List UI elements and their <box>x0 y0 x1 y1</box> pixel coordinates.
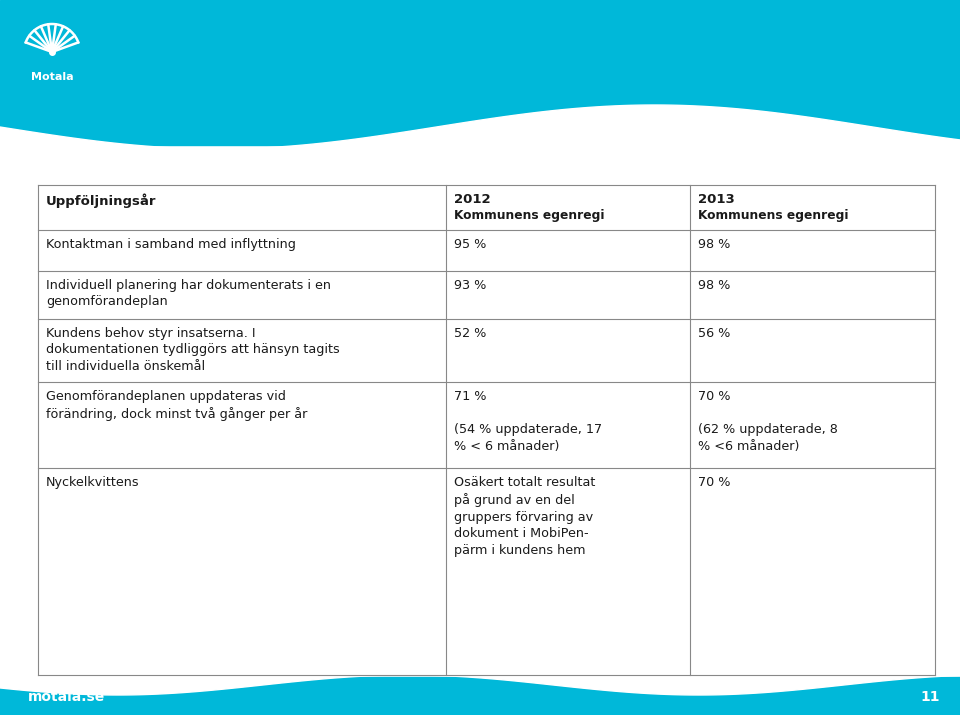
Text: Kommunens egenregi: Kommunens egenregi <box>698 209 849 222</box>
Text: 56 %: 56 % <box>698 327 731 340</box>
Text: Kontaktman i samband med inflyttning: Kontaktman i samband med inflyttning <box>46 238 296 251</box>
Bar <box>0 677 960 715</box>
Text: 98 %: 98 % <box>698 279 731 292</box>
Text: Kundens behov styr insatserna. I
dokumentationen tydliggörs att hänsyn tagits
ti: Kundens behov styr insatserna. I dokumen… <box>46 327 340 373</box>
Text: 2013: 2013 <box>698 193 734 206</box>
Polygon shape <box>0 105 960 165</box>
Text: 93 %: 93 % <box>454 279 487 292</box>
Text: Motala: Motala <box>31 72 73 82</box>
Text: 11: 11 <box>921 690 940 704</box>
Polygon shape <box>0 672 960 695</box>
Text: 71 %

(54 % uppdaterade, 17
% < 6 månader): 71 % (54 % uppdaterade, 17 % < 6 månader… <box>454 390 602 453</box>
Text: 70 %: 70 % <box>698 476 731 489</box>
Text: 52 %: 52 % <box>454 327 487 340</box>
Text: Individuell planering har dokumenterats i en
genomförandeplan: Individuell planering har dokumenterats … <box>46 279 331 308</box>
Text: Kommunens egenregi: Kommunens egenregi <box>454 209 605 222</box>
Text: motala.se: motala.se <box>28 690 106 704</box>
Bar <box>0 0 960 145</box>
Text: 2012: 2012 <box>454 193 491 206</box>
Text: 95 %: 95 % <box>454 238 487 251</box>
Text: 98 %: 98 % <box>698 238 731 251</box>
Text: 70 %

(62 % uppdaterade, 8
% <6 månader): 70 % (62 % uppdaterade, 8 % <6 månader) <box>698 390 838 453</box>
Text: Nyckelkvittens: Nyckelkvittens <box>46 476 139 489</box>
Text: Genomförandeplanen uppdateras vid
förändring, dock minst två gånger per år: Genomförandeplanen uppdateras vid föränd… <box>46 390 307 421</box>
Text: Osäkert totalt resultat
på grund av en del
gruppers förvaring av
dokument i Mobi: Osäkert totalt resultat på grund av en d… <box>454 476 595 556</box>
Text: Uppföljningsår: Uppföljningsår <box>46 193 156 207</box>
